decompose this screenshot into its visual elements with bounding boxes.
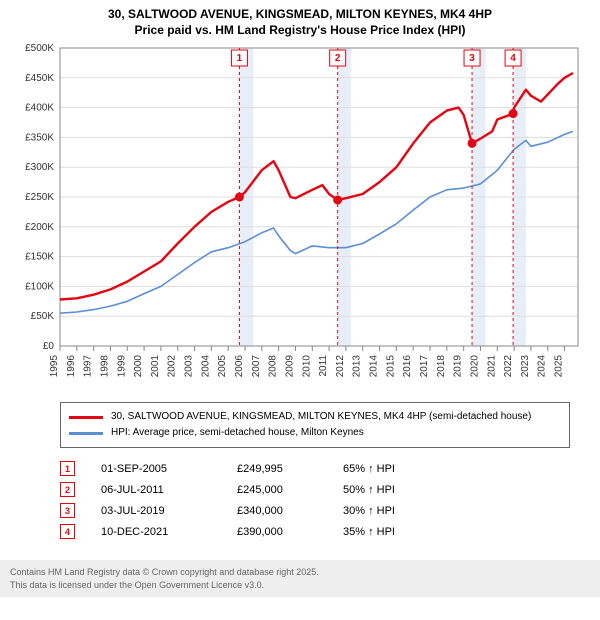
sale-date: 03-JUL-2019 bbox=[101, 505, 211, 517]
sale-marker: 4 bbox=[60, 524, 75, 539]
svg-text:2015: 2015 bbox=[385, 355, 396, 378]
svg-text:£450K: £450K bbox=[25, 73, 54, 84]
svg-text:2009: 2009 bbox=[284, 355, 295, 378]
sale-date: 01-SEP-2005 bbox=[101, 463, 211, 475]
legend-row: 30, SALTWOOD AVENUE, KINGSMEAD, MILTON K… bbox=[69, 409, 561, 425]
svg-text:2000: 2000 bbox=[133, 355, 144, 378]
svg-text:2018: 2018 bbox=[436, 355, 447, 378]
sales-table: 1 01-SEP-2005 £249,995 65% ↑ HPI 2 06-JUL-201… bbox=[60, 458, 570, 542]
legend-swatch bbox=[69, 416, 103, 419]
svg-text:2012: 2012 bbox=[335, 355, 346, 378]
sale-pct: 35% ↑ HPI bbox=[343, 526, 453, 538]
legend-label: HPI: Average price, semi-detached house,… bbox=[111, 425, 364, 441]
svg-text:2010: 2010 bbox=[301, 355, 312, 378]
sale-price: £249,995 bbox=[237, 463, 317, 475]
svg-text:2021: 2021 bbox=[486, 355, 497, 378]
chart-title: 30, SALTWOOD AVENUE, KINGSMEAD, MILTON K… bbox=[10, 6, 590, 38]
svg-text:2007: 2007 bbox=[251, 355, 262, 378]
sale-pct: 65% ↑ HPI bbox=[343, 463, 453, 475]
svg-text:2019: 2019 bbox=[453, 355, 464, 378]
svg-text:2022: 2022 bbox=[503, 355, 514, 378]
footer-line1: Contains HM Land Registry data © Crown c… bbox=[10, 566, 590, 578]
sale-price: £390,000 bbox=[237, 526, 317, 538]
price-chart: £0 £50K £100K £150K £200K £250K £300K £350K £400… bbox=[10, 42, 590, 392]
svg-text:2008: 2008 bbox=[268, 355, 279, 378]
svg-text:2014: 2014 bbox=[369, 355, 380, 378]
svg-text:1996: 1996 bbox=[66, 355, 77, 378]
footer-line2: This data is licensed under the Open Gov… bbox=[10, 579, 590, 591]
svg-text:£50K: £50K bbox=[31, 312, 55, 323]
svg-text:£400K: £400K bbox=[25, 103, 54, 114]
svg-text:2011: 2011 bbox=[318, 355, 329, 377]
sale-marker: 3 bbox=[60, 503, 75, 518]
svg-text:£350K: £350K bbox=[25, 133, 54, 144]
svg-text:£100K: £100K bbox=[25, 282, 54, 293]
svg-text:£200K: £200K bbox=[25, 222, 54, 233]
svg-text:2024: 2024 bbox=[537, 355, 548, 378]
svg-text:1998: 1998 bbox=[99, 355, 110, 378]
sale-date: 06-JUL-2011 bbox=[101, 484, 211, 496]
svg-text:1997: 1997 bbox=[83, 355, 94, 378]
sale-row: 3 03-JUL-2019 £340,000 30% ↑ HPI bbox=[60, 500, 570, 521]
svg-text:£0: £0 bbox=[43, 341, 55, 352]
legend-label: 30, SALTWOOD AVENUE, KINGSMEAD, MILTON K… bbox=[111, 409, 531, 425]
sale-pct: 50% ↑ HPI bbox=[343, 484, 453, 496]
svg-text:1999: 1999 bbox=[116, 355, 127, 378]
sale-row: 4 10-DEC-2021 £390,000 35% ↑ HPI bbox=[60, 521, 570, 542]
chart-svg: £0 £50K £100K £150K £200K £250K £300K £350K £400… bbox=[10, 42, 590, 392]
sale-marker: 1 bbox=[60, 461, 75, 476]
title-line2: Price paid vs. HM Land Registry's House … bbox=[10, 22, 590, 38]
sale-pct: 30% ↑ HPI bbox=[343, 505, 453, 517]
svg-text:2016: 2016 bbox=[402, 355, 413, 378]
sale-row: 1 01-SEP-2005 £249,995 65% ↑ HPI bbox=[60, 458, 570, 479]
svg-text:4: 4 bbox=[510, 53, 516, 64]
svg-text:2: 2 bbox=[335, 53, 341, 64]
svg-text:2002: 2002 bbox=[167, 355, 178, 378]
svg-text:£250K: £250K bbox=[25, 192, 54, 203]
sale-row: 2 06-JUL-2011 £245,000 50% ↑ HPI bbox=[60, 479, 570, 500]
svg-text:1: 1 bbox=[237, 53, 243, 64]
title-line1: 30, SALTWOOD AVENUE, KINGSMEAD, MILTON K… bbox=[10, 6, 590, 22]
svg-text:2003: 2003 bbox=[184, 355, 195, 378]
svg-text:2005: 2005 bbox=[217, 355, 228, 378]
svg-text:3: 3 bbox=[469, 53, 475, 64]
svg-text:2001: 2001 bbox=[150, 355, 161, 378]
chart-legend: 30, SALTWOOD AVENUE, KINGSMEAD, MILTON K… bbox=[60, 402, 570, 448]
svg-text:2023: 2023 bbox=[520, 355, 531, 378]
svg-text:2013: 2013 bbox=[352, 355, 363, 378]
svg-text:1995: 1995 bbox=[49, 355, 60, 378]
license-footer: Contains HM Land Registry data © Crown c… bbox=[0, 560, 600, 596]
svg-text:2017: 2017 bbox=[419, 355, 430, 378]
svg-text:£500K: £500K bbox=[25, 43, 54, 54]
svg-text:£300K: £300K bbox=[25, 163, 54, 174]
svg-text:2004: 2004 bbox=[200, 355, 211, 378]
svg-text:2020: 2020 bbox=[469, 355, 480, 378]
svg-text:2006: 2006 bbox=[234, 355, 245, 378]
svg-text:2025: 2025 bbox=[554, 355, 565, 378]
sale-marker: 2 bbox=[60, 482, 75, 497]
sale-date: 10-DEC-2021 bbox=[101, 526, 211, 538]
legend-row: HPI: Average price, semi-detached house,… bbox=[69, 425, 561, 441]
svg-text:£150K: £150K bbox=[25, 252, 54, 263]
legend-swatch bbox=[69, 432, 103, 435]
sale-price: £340,000 bbox=[237, 505, 317, 517]
sale-price: £245,000 bbox=[237, 484, 317, 496]
